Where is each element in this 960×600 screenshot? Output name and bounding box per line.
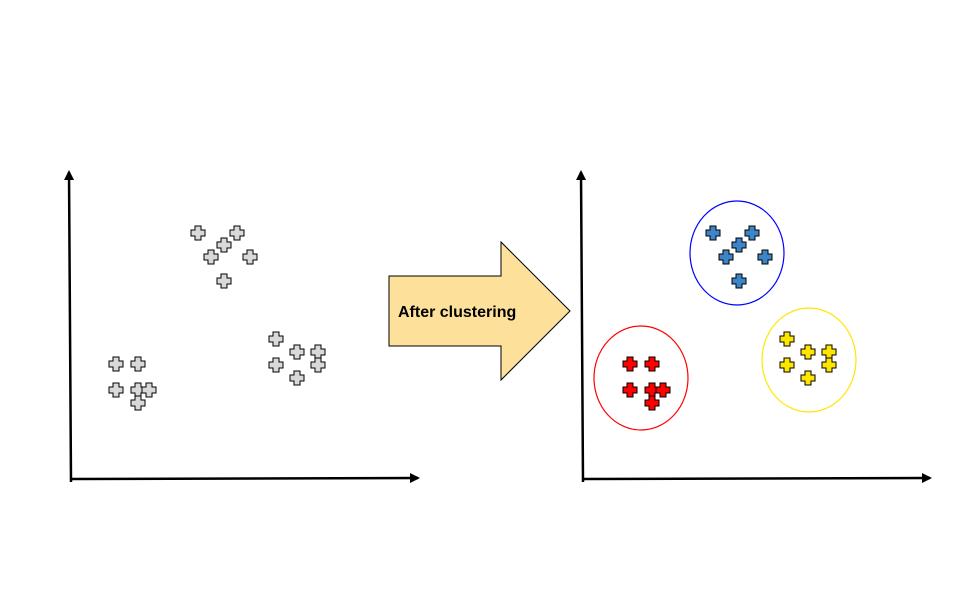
yellow-cluster-point: [821, 357, 837, 373]
left-plot: [64, 170, 420, 484]
blue-cluster-point: [744, 225, 760, 241]
right-x-axis: [582, 473, 932, 484]
yellow-cluster-point: [779, 331, 795, 347]
red-cluster-point: [622, 382, 638, 398]
unclustered-point: [268, 357, 284, 373]
unclustered-point: [289, 344, 305, 360]
unclustered-point: [310, 344, 326, 360]
blue-cluster-outline: [689, 200, 785, 306]
unclustered-point: [108, 356, 124, 372]
red-cluster-point: [622, 356, 638, 372]
left-y-axis: [64, 170, 75, 483]
blue-cluster-point: [757, 249, 773, 265]
unclustered-point: [242, 249, 258, 265]
arrow-shape: [388, 240, 571, 382]
unclustered-point: [310, 357, 326, 373]
unclustered-point: [229, 225, 245, 241]
left-x-axis: [70, 473, 420, 484]
unclustered-point: [141, 382, 157, 398]
blue-cluster-point: [731, 273, 747, 289]
yellow-cluster-point: [800, 344, 816, 360]
blue-cluster-point: [705, 225, 721, 241]
blue-cluster-point: [731, 237, 747, 253]
unclustered-point: [190, 225, 206, 241]
unclustered-point: [203, 249, 219, 265]
unclustered-point: [268, 331, 284, 347]
yellow-cluster-outline: [761, 307, 857, 413]
unclustered-point: [289, 370, 305, 386]
red-cluster-point: [655, 382, 671, 398]
yellow-cluster-point: [779, 357, 795, 373]
unclustered-point: [130, 395, 146, 411]
clustered-points: [622, 225, 837, 411]
after-clustering-arrow: After clustering: [388, 240, 571, 382]
red-cluster-point: [644, 356, 660, 372]
arrow-label: After clustering: [398, 304, 516, 321]
unclustered-point: [216, 273, 232, 289]
unclustered-point: [216, 237, 232, 253]
unclustered-point: [108, 382, 124, 398]
right-y-axis: [576, 170, 587, 483]
yellow-cluster-point: [800, 370, 816, 386]
unclustered-point: [130, 356, 146, 372]
blue-cluster-point: [718, 249, 734, 265]
right-plot: [576, 170, 932, 484]
unclustered-points: [108, 225, 326, 411]
yellow-cluster-point: [821, 344, 837, 360]
red-cluster-point: [644, 395, 660, 411]
red-cluster-outline: [593, 325, 689, 431]
